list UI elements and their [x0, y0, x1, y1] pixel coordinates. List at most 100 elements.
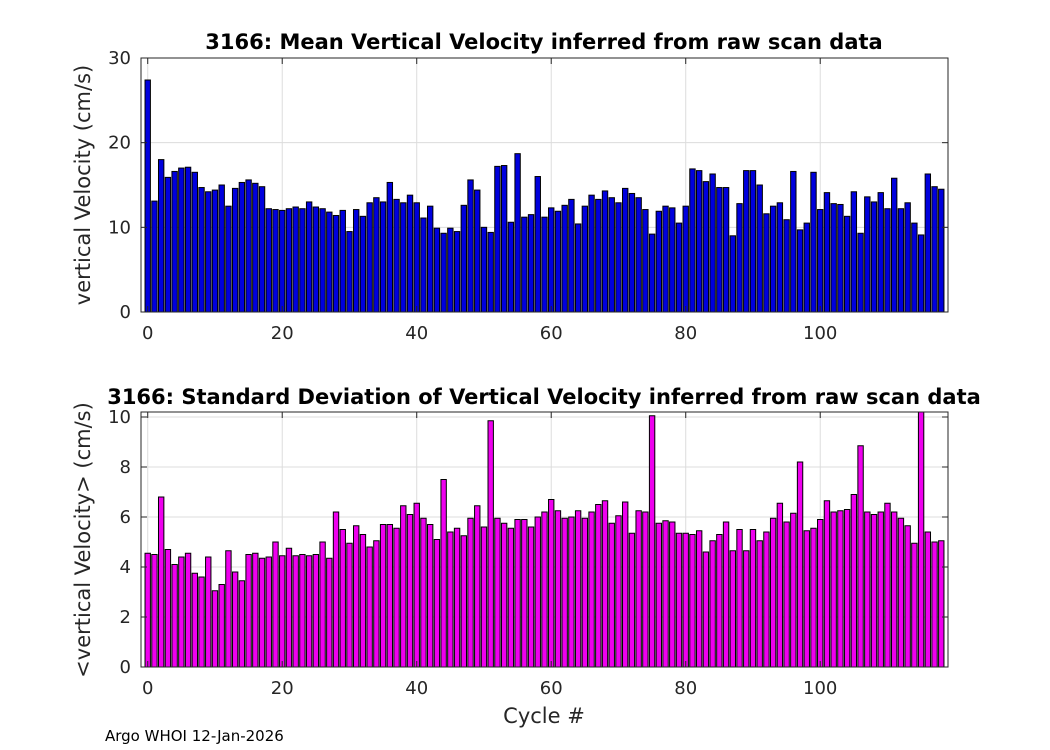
top-bar-110: [884, 208, 891, 313]
bot-bar-12: [225, 550, 232, 668]
top-bar-104: [843, 215, 851, 313]
top-bar-20: [279, 209, 286, 313]
bot-bar-108: [870, 514, 878, 668]
bot-bar-42: [426, 524, 434, 668]
bot-bar-102: [830, 511, 837, 668]
top-bar-75: [648, 233, 656, 313]
top-bar-4: [171, 170, 178, 313]
bot-bar-0: [144, 552, 151, 668]
top-bar-65: [581, 205, 589, 313]
bot-bar-10: [211, 590, 219, 668]
bot-ytick-label-1: 2: [120, 607, 131, 628]
bot-bar-6: [184, 552, 192, 668]
top-ticks: 0 20 40 60 80 100 0 10 20 30: [108, 48, 948, 344]
bot-bar-57: [527, 526, 535, 668]
top-bar-26: [319, 208, 326, 313]
top-bar-52: [494, 165, 501, 313]
top-bar-9: [205, 191, 212, 313]
top-bar-91: [756, 184, 763, 313]
bot-ytick-label-0: 0: [120, 657, 131, 678]
bot-bar-93: [769, 517, 777, 668]
bot-bar-13: [231, 571, 239, 668]
bot-bar-24: [305, 555, 313, 668]
bot-bar-36: [386, 524, 394, 668]
bot-bar-85: [716, 534, 723, 668]
bottom-y-axis-label: <vertical Velocity> (cm/s): [71, 402, 95, 678]
top-bar-33: [366, 202, 373, 313]
top-bar-36: [386, 181, 394, 313]
bot-bar-95: [783, 521, 790, 668]
bot-bar-3: [164, 549, 172, 668]
top-bar-15: [245, 179, 252, 313]
bot-bar-77: [662, 520, 669, 668]
bot-bar-118: [938, 540, 945, 668]
top-bar-17: [258, 186, 266, 313]
top-axes-box: [140, 57, 949, 313]
bot-ytick-label-4: 8: [120, 457, 131, 478]
top-xtick-label-0: 0: [142, 323, 153, 344]
bot-bar-73: [635, 510, 642, 668]
top-bar-14: [238, 181, 246, 313]
bot-bar-117: [931, 541, 938, 668]
top-bar-98: [803, 222, 810, 313]
top-bar-58: [534, 176, 541, 313]
top-bar-114: [911, 222, 918, 313]
top-bar-87: [729, 235, 736, 313]
top-bar-107: [864, 196, 871, 313]
bot-bar-80: [682, 532, 689, 668]
bot-bar-87: [729, 550, 736, 668]
top-bar-60: [548, 207, 555, 313]
top-bar-111: [891, 177, 898, 313]
top-bar-92: [763, 213, 770, 313]
top-bar-74: [642, 209, 649, 313]
bot-bar-60: [548, 499, 555, 668]
top-xtick-label-2: 40: [405, 323, 428, 344]
bot-ytick-label-3: 6: [120, 507, 131, 528]
bot-bar-47: [460, 535, 467, 668]
top-ytick-label-0: 0: [120, 302, 131, 323]
top-bar-109: [877, 192, 884, 313]
top-bar-46: [453, 231, 461, 313]
bot-bar-21: [285, 547, 293, 668]
top-bar-84: [709, 173, 716, 313]
std-velocity-plot: 0 20 40 60 80 100 0 2 4 6 8 10 3166: Standard Devia…: [71, 385, 981, 728]
bot-bar-74: [642, 511, 649, 668]
top-bar-27: [326, 211, 333, 313]
bot-bar-33: [366, 546, 373, 668]
bot-bar-38: [400, 505, 407, 668]
bot-bar-39: [406, 514, 414, 668]
bot-bar-1: [151, 554, 158, 668]
top-bar-78: [669, 207, 676, 313]
top-bar-118: [938, 188, 945, 313]
bot-bar-11: [218, 584, 225, 668]
top-bar-31: [353, 209, 360, 313]
bot-bar-43: [433, 539, 441, 668]
top-bar-64: [574, 223, 582, 313]
bot-bar-5: [178, 556, 185, 668]
bot-bar-78: [669, 521, 676, 668]
top-bar-40: [413, 202, 420, 313]
bot-bar-67: [595, 504, 602, 668]
top-xtick-label-5: 100: [803, 323, 837, 344]
top-bar-25: [312, 206, 320, 313]
bot-bar-34: [373, 540, 380, 668]
top-bar-61: [554, 210, 562, 313]
bot-bar-81: [689, 534, 696, 668]
bot-bar-71: [622, 501, 629, 668]
bot-bar-106: [857, 445, 864, 668]
bot-xtick-label-5: 100: [803, 678, 837, 699]
top-bar-6: [184, 166, 192, 313]
bot-ytick-label-2: 4: [120, 557, 131, 578]
bot-bar-58: [534, 516, 541, 668]
bot-bar-101: [823, 500, 831, 668]
top-bar-50: [480, 226, 488, 313]
top-bar-63: [568, 198, 575, 313]
bot-bar-115: [917, 411, 925, 668]
bot-bar-26: [319, 541, 326, 668]
footer-credit: Argo WHOI 12-Jan-2026: [105, 727, 284, 745]
bot-xtick-label-2: 40: [405, 678, 428, 699]
bot-bar-69: [608, 522, 615, 668]
bot-xtick-label-3: 60: [540, 678, 563, 699]
bot-bar-49: [474, 505, 481, 668]
